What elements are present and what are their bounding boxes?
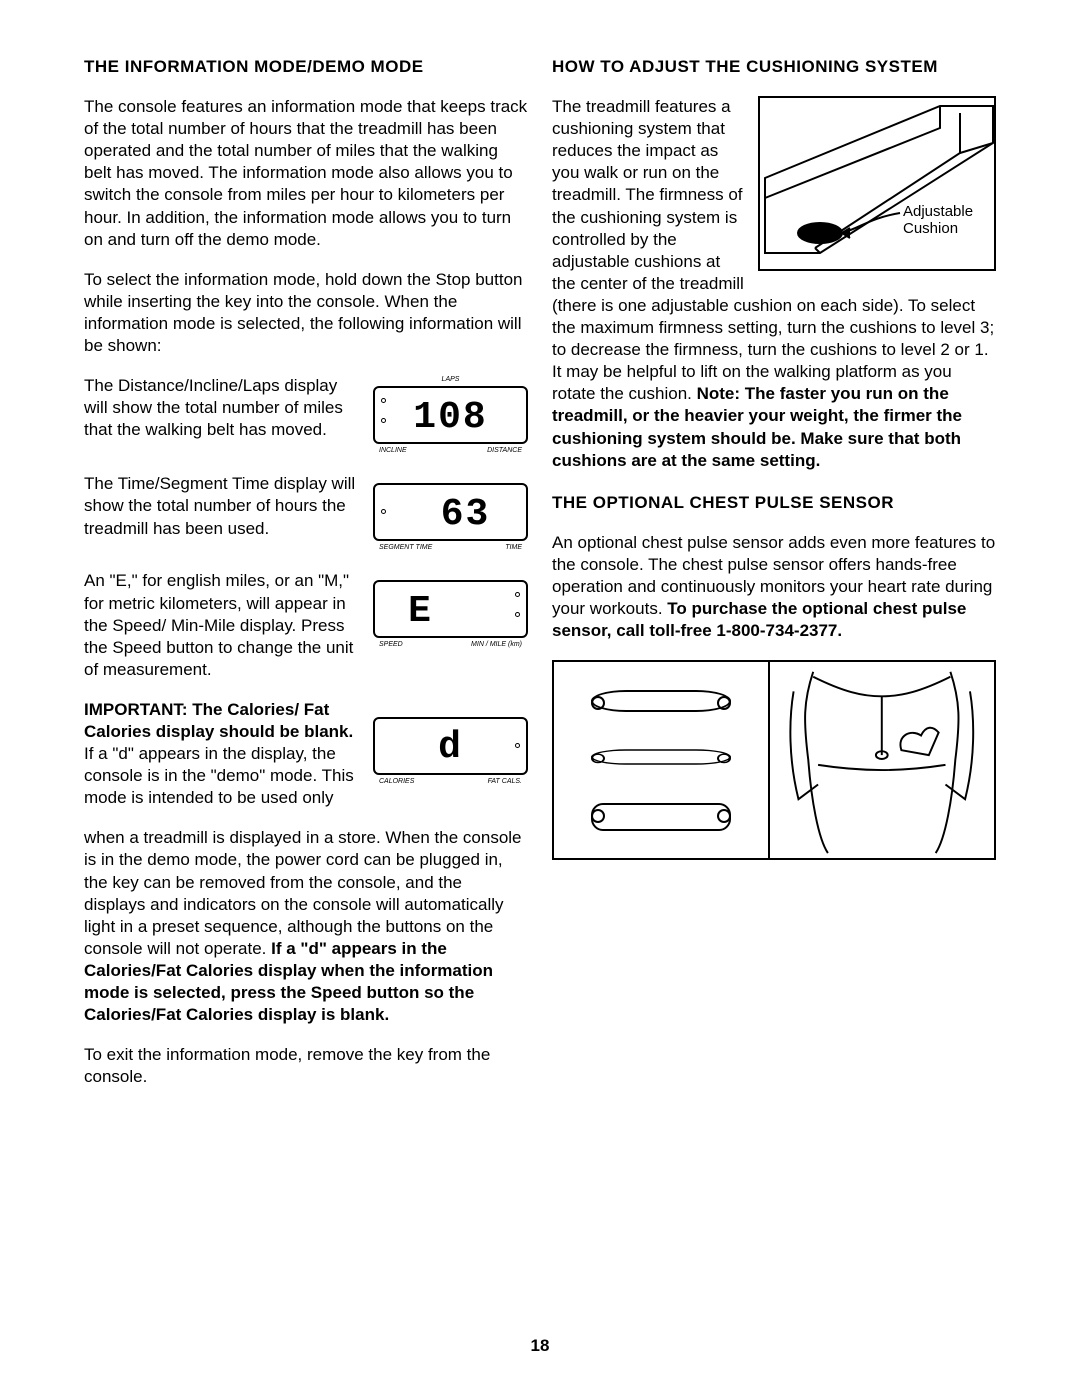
torso-icon [770,662,994,858]
cushion-diagram-icon: Adjustable Cushion [760,98,998,273]
chest-strap-icon [591,690,731,712]
calories-important-bold: IMPORTANT: The Calories/ Fat Calories di… [84,700,353,741]
cushion-figure: Adjustable Cushion [758,96,996,271]
left-column: THE INFORMATION MODE/DEMO MODE The conso… [84,56,528,1106]
incline-label: INCLINE [379,446,407,455]
info-mode-heading: THE INFORMATION MODE/DEMO MODE [84,56,528,78]
speed-label: SPEED [379,640,403,649]
distance-display-text: The Distance/Incline/Laps display will s… [84,375,361,455]
calories-lcd-figure: d CALORIES FAT CALS. [373,699,528,809]
calories-lcd-value: d [438,723,463,772]
distance-label: DISTANCE [487,446,522,455]
segment-time-label: SEGMENT TIME [379,543,432,552]
lcd-dot-icon [381,418,386,423]
speed-display-block: An "E," for english miles, or an "M," fo… [84,570,528,680]
lcd-dot-icon [381,398,386,403]
speed-display-text: An "E," for english miles, or an "M," fo… [84,570,361,680]
min-mile-label: MIN / MILE (km) [471,640,522,649]
speed-lcd-figure: E SPEED MIN / MILE (km) [373,570,528,680]
distance-lcd-figure: LAPS 108 INCLINE DISTANCE [373,375,528,455]
calories-display-text: IMPORTANT: The Calories/ Fat Calories di… [84,699,361,809]
exit-info-mode: To exit the information mode, remove the… [84,1044,528,1088]
svg-text:Cushion: Cushion [903,220,958,237]
lcd-dot-icon [515,743,520,748]
right-column: HOW TO ADJUST THE CUSHIONING SYSTEM [552,56,996,1106]
chest-strap-icon [591,803,731,831]
speed-lcd: E [373,580,528,638]
distance-lcd-value: 108 [413,393,487,442]
time-display-text: The Time/Segment Time display will show … [84,473,361,552]
lcd-dot-icon [515,592,520,597]
chest-pulse-heading: THE OPTIONAL CHEST PULSE SENSOR [552,492,996,514]
time-lcd-value: 63 [411,490,491,539]
demo-mode-paragraph: when a treadmill is displayed in a store… [84,827,528,1026]
chest-pulse-paragraph: An optional chest pulse sensor adds even… [552,532,996,642]
chest-pulse-figure [552,660,996,860]
info-mode-intro: The console features an information mode… [84,96,528,251]
info-mode-select: To select the information mode, hold dow… [84,269,528,357]
cushioning-heading: HOW TO ADJUST THE CUSHIONING SYSTEM [552,56,996,78]
calories-lcd: d [373,717,528,775]
lcd-dot-icon [515,612,520,617]
distance-display-block: The Distance/Incline/Laps display will s… [84,375,528,455]
time-lcd-figure: 63 SEGMENT TIME TIME [373,473,528,552]
time-lcd: 63 [373,483,528,541]
chest-strap-icon [591,750,731,765]
svg-text:Adjustable: Adjustable [903,203,973,220]
time-display-block: The Time/Segment Time display will show … [84,473,528,552]
laps-label: LAPS [442,376,460,383]
time-label: TIME [505,543,522,552]
distance-lcd: 108 [373,386,528,444]
torso-panel [770,662,994,858]
fat-cals-label: FAT CALS. [488,777,522,786]
cushioning-paragraph: Adjustable Cushion The treadmill feature… [552,96,996,472]
speed-lcd-value: E [408,587,493,636]
lcd-dot-icon [381,509,386,514]
chest-strap-panel [554,662,770,858]
calories-display-block: IMPORTANT: The Calories/ Fat Calories di… [84,699,528,809]
calories-rest: If a "d" appears in the display, the con… [84,744,354,807]
page-number: 18 [0,1335,1080,1357]
calories-label: CALORIES [379,777,414,786]
